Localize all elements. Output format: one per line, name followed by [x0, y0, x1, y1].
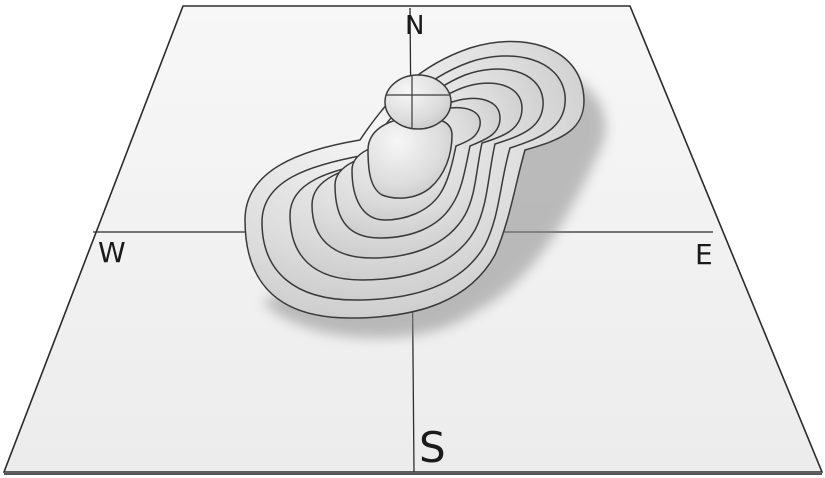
terrace-stack [244, 40, 585, 319]
west-label: W [98, 236, 126, 269]
north-label: N [405, 11, 424, 41]
east-label: E [695, 238, 713, 271]
south-label: S [419, 423, 446, 472]
terrace-level-8-summit [384, 74, 452, 130]
